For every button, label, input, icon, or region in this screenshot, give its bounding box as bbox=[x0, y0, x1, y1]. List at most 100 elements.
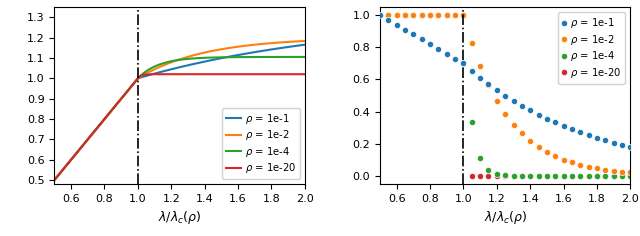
$\rho$ = 1e-2 bbox=[401, 14, 409, 17]
$\rho$ = 1e-4 bbox=[535, 175, 543, 177]
$\rho$ = 1e-1 bbox=[501, 94, 509, 97]
$\rho$ = 1e-1 bbox=[493, 89, 500, 92]
$\rho$ = 1e-2 bbox=[376, 14, 384, 17]
$\rho$ = 1e-4 bbox=[585, 175, 593, 177]
$\rho$ = 1e-1 bbox=[376, 14, 384, 17]
$\rho$ = 1e-20 bbox=[543, 175, 551, 177]
$\rho$ = 1e-4 bbox=[164, 61, 172, 63]
Line: $\rho$ = 1e-20: $\rho$ = 1e-20 bbox=[377, 12, 634, 179]
$\rho$ = 1e-20 bbox=[51, 179, 58, 181]
$\rho$ = 1e-4 bbox=[476, 157, 484, 160]
$\rho$ = 1e-20 bbox=[610, 175, 618, 177]
Legend: $\rho$ = 1e-1, $\rho$ = 1e-2, $\rho$ = 1e-4, $\rho$ = 1e-20: $\rho$ = 1e-1, $\rho$ = 1e-2, $\rho$ = 1… bbox=[221, 108, 300, 179]
$\rho$ = 1e-20 bbox=[602, 175, 609, 177]
$\rho$ = 1e-20 bbox=[593, 175, 601, 177]
Line: $\rho$ = 1e-2: $\rho$ = 1e-2 bbox=[54, 41, 305, 180]
$\rho$ = 1e-20 bbox=[476, 175, 484, 177]
$\rho$ = 1e-2 bbox=[560, 158, 568, 161]
$\rho$ = 1e-4 bbox=[593, 175, 601, 177]
$\rho$ = 1e-4 bbox=[95, 125, 102, 127]
$\rho$ = 1e-4 bbox=[560, 175, 568, 177]
$\rho$ = 1e-20 bbox=[410, 14, 417, 17]
$\rho$ = 1e-2 bbox=[627, 171, 634, 174]
$\rho$ = 1e-4 bbox=[468, 121, 476, 124]
$\rho$ = 1e-20 bbox=[560, 175, 568, 177]
$\rho$ = 1e-2 bbox=[618, 170, 626, 173]
$\rho$ = 1e-4 bbox=[115, 100, 123, 103]
$\rho$ = 1e-1 bbox=[627, 145, 634, 148]
Line: $\rho$ = 1e-4: $\rho$ = 1e-4 bbox=[54, 57, 305, 180]
$\rho$ = 1e-2 bbox=[484, 84, 492, 86]
$\rho$ = 1e-1 bbox=[593, 136, 601, 139]
$\rho$ = 1e-4 bbox=[493, 173, 500, 176]
$\rho$ = 1e-1 bbox=[418, 38, 426, 41]
$\rho$ = 1e-4 bbox=[610, 175, 618, 177]
$\rho$ = 1e-2 bbox=[239, 45, 247, 47]
$\rho$ = 1e-1 bbox=[443, 52, 451, 55]
$\rho$ = 1e-20 bbox=[585, 175, 593, 177]
$\rho$ = 1e-4 bbox=[435, 14, 442, 17]
$\rho$ = 1e-2 bbox=[568, 161, 576, 164]
$\rho$ = 1e-20 bbox=[493, 175, 500, 177]
$\rho$ = 1e-20 bbox=[401, 14, 409, 17]
$\rho$ = 1e-1 bbox=[560, 125, 568, 127]
$\rho$ = 1e-1 bbox=[95, 125, 102, 127]
Line: $\rho$ = 1e-1: $\rho$ = 1e-1 bbox=[54, 45, 305, 180]
$\rho$ = 1e-20 bbox=[426, 14, 434, 17]
$\rho$ = 1e-2 bbox=[602, 168, 609, 171]
$\rho$ = 1e-2 bbox=[518, 132, 525, 135]
$\rho$ = 1e-4 bbox=[484, 169, 492, 172]
$\rho$ = 1e-4 bbox=[543, 175, 551, 177]
$\rho$ = 1e-20 bbox=[164, 73, 172, 76]
X-axis label: $\lambda/\lambda_c(\rho)$: $\lambda/\lambda_c(\rho)$ bbox=[483, 209, 527, 226]
$\rho$ = 1e-2 bbox=[460, 14, 467, 17]
$\rho$ = 1e-20 bbox=[244, 73, 252, 76]
$\rho$ = 1e-2 bbox=[593, 167, 601, 170]
$\rho$ = 1e-1 bbox=[468, 69, 476, 72]
$\rho$ = 1e-2 bbox=[164, 62, 172, 65]
$\rho$ = 1e-1 bbox=[198, 61, 206, 63]
$\rho$ = 1e-20 bbox=[577, 175, 584, 177]
$\rho$ = 1e-4 bbox=[393, 14, 401, 17]
$\rho$ = 1e-2 bbox=[426, 14, 434, 17]
$\rho$ = 1e-20 bbox=[301, 73, 308, 76]
$\rho$ = 1e-20 bbox=[115, 100, 123, 103]
$\rho$ = 1e-4 bbox=[460, 14, 467, 17]
$\rho$ = 1e-20 bbox=[239, 73, 247, 76]
$\rho$ = 1e-2 bbox=[543, 151, 551, 153]
Legend: $\rho$ = 1e-1, $\rho$ = 1e-2, $\rho$ = 1e-4, $\rho$ = 1e-20: $\rho$ = 1e-1, $\rho$ = 1e-2, $\rho$ = 1… bbox=[558, 12, 625, 84]
$\rho$ = 1e-4 bbox=[410, 14, 417, 17]
Line: $\rho$ = 1e-4: $\rho$ = 1e-4 bbox=[377, 12, 634, 179]
$\rho$ = 1e-2 bbox=[418, 14, 426, 17]
$\rho$ = 1e-4 bbox=[239, 56, 247, 59]
$\rho$ = 1e-2 bbox=[451, 14, 459, 17]
$\rho$ = 1e-1 bbox=[218, 57, 225, 59]
$\rho$ = 1e-4 bbox=[577, 175, 584, 177]
$\rho$ = 1e-1 bbox=[115, 100, 123, 103]
$\rho$ = 1e-4 bbox=[627, 175, 634, 177]
$\rho$ = 1e-20 bbox=[393, 14, 401, 17]
$\rho$ = 1e-4 bbox=[518, 175, 525, 177]
$\rho$ = 1e-1 bbox=[460, 62, 467, 65]
$\rho$ = 1e-1 bbox=[426, 43, 434, 46]
$\rho$ = 1e-4 bbox=[443, 14, 451, 17]
$\rho$ = 1e-20 bbox=[376, 14, 384, 17]
$\rho$ = 1e-20 bbox=[218, 73, 225, 76]
$\rho$ = 1e-1 bbox=[385, 19, 392, 21]
$\rho$ = 1e-1 bbox=[401, 28, 409, 31]
$\rho$ = 1e-1 bbox=[164, 69, 172, 72]
$\rho$ = 1e-2 bbox=[552, 155, 559, 158]
$\rho$ = 1e-20 bbox=[509, 175, 517, 177]
$\rho$ = 1e-1 bbox=[543, 117, 551, 120]
$\rho$ = 1e-1 bbox=[577, 131, 584, 134]
$\rho$ = 1e-2 bbox=[577, 163, 584, 166]
X-axis label: $\lambda/\lambda_c(\rho)$: $\lambda/\lambda_c(\rho)$ bbox=[158, 209, 202, 226]
$\rho$ = 1e-20 bbox=[443, 14, 451, 17]
$\rho$ = 1e-2 bbox=[526, 139, 534, 142]
$\rho$ = 1e-4 bbox=[376, 14, 384, 17]
Line: $\rho$ = 1e-20: $\rho$ = 1e-20 bbox=[54, 74, 305, 180]
$\rho$ = 1e-20 bbox=[484, 175, 492, 177]
$\rho$ = 1e-20 bbox=[518, 175, 525, 177]
Line: $\rho$ = 1e-1: $\rho$ = 1e-1 bbox=[377, 12, 634, 150]
$\rho$ = 1e-4 bbox=[418, 14, 426, 17]
